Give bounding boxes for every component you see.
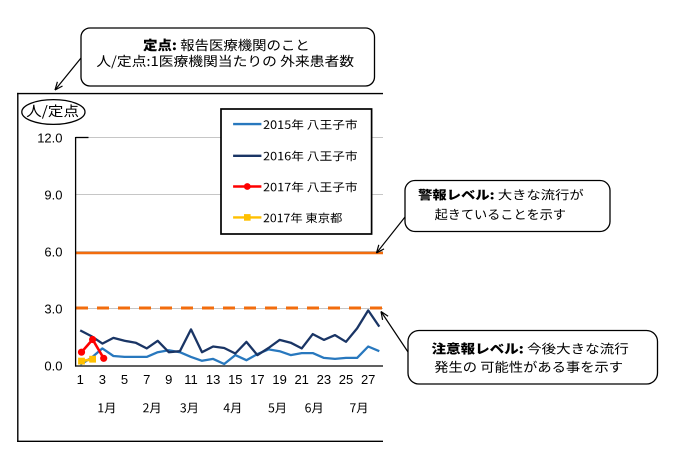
svg-text:23: 23 [317,372,331,387]
svg-text:9.0: 9.0 [44,187,62,202]
svg-text:13: 13 [206,372,220,387]
svg-text:7: 7 [143,372,150,387]
svg-text:11: 11 [184,372,198,387]
svg-text:25: 25 [339,372,353,387]
svg-text:1: 1 [77,372,84,387]
svg-text:6.0: 6.0 [44,244,62,259]
svg-text:3.0: 3.0 [44,301,62,316]
svg-text:5: 5 [121,372,128,387]
svg-text:27: 27 [361,372,375,387]
svg-text:19: 19 [272,372,286,387]
svg-text:9: 9 [165,372,172,387]
svg-text:21: 21 [294,372,308,387]
svg-text:0.0: 0.0 [44,358,62,373]
svg-text:12.0: 12.0 [37,130,62,145]
svg-text:15: 15 [228,372,242,387]
svg-text:3: 3 [99,372,106,387]
svg-text:17: 17 [250,372,264,387]
